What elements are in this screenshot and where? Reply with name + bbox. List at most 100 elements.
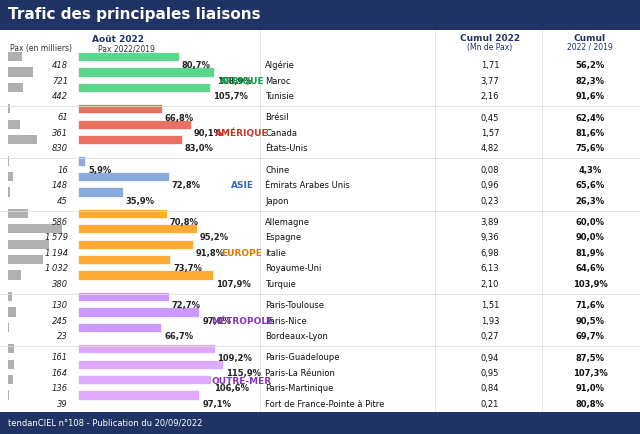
Text: Italie: Italie	[265, 249, 286, 258]
Text: 130: 130	[52, 301, 68, 310]
Text: Chine: Chine	[265, 166, 289, 175]
Text: 45: 45	[57, 197, 68, 206]
Bar	[78, 240, 193, 249]
Text: 6,98: 6,98	[481, 249, 499, 258]
Bar	[78, 224, 197, 233]
Text: 91,0%: 91,0%	[575, 385, 605, 393]
Text: 80,8%: 80,8%	[575, 400, 604, 409]
Text: 148: 148	[52, 181, 68, 190]
Text: 62,4%: 62,4%	[575, 114, 605, 122]
Text: 109,2%: 109,2%	[218, 354, 252, 362]
Bar	[78, 187, 123, 197]
Text: Algérie: Algérie	[265, 61, 295, 70]
Text: (Mn de Pax): (Mn de Pax)	[467, 43, 513, 52]
Text: tendanCIEL n°108 - Publication du 20/09/2022: tendanCIEL n°108 - Publication du 20/09/…	[8, 418, 202, 427]
Text: Fort de France-Pointe à Pitre: Fort de France-Pointe à Pitre	[265, 400, 385, 409]
Text: 26,3%: 26,3%	[575, 197, 605, 206]
Text: 97,1%: 97,1%	[202, 400, 232, 409]
Bar	[8, 375, 13, 384]
Bar	[8, 172, 13, 181]
Text: 107,3%: 107,3%	[573, 369, 607, 378]
Text: ASIE: ASIE	[230, 181, 253, 190]
Bar	[8, 224, 62, 233]
Text: 161: 161	[52, 354, 68, 362]
Text: 0,84: 0,84	[481, 385, 499, 393]
Text: 70,8%: 70,8%	[170, 218, 198, 227]
Bar	[78, 344, 214, 353]
Text: Pax (en milliers): Pax (en milliers)	[10, 44, 72, 53]
Text: 418: 418	[52, 61, 68, 70]
Bar	[8, 119, 20, 129]
Text: Août 2022: Août 2022	[92, 35, 144, 44]
Text: 23: 23	[57, 332, 68, 341]
Bar	[78, 255, 170, 264]
Text: 91,6%: 91,6%	[575, 92, 605, 101]
Bar	[78, 135, 182, 144]
Text: 115,9%: 115,9%	[226, 369, 261, 378]
Text: 0,94: 0,94	[481, 354, 499, 362]
Text: 87,5%: 87,5%	[575, 354, 605, 362]
Bar	[8, 67, 33, 76]
Text: Trafic des principales liaisons: Trafic des principales liaisons	[8, 7, 260, 23]
Text: États-Unis: États-Unis	[265, 145, 307, 153]
Text: 136: 136	[52, 385, 68, 393]
Text: OUTRE-MER: OUTRE-MER	[212, 377, 272, 386]
Text: 4,3%: 4,3%	[579, 166, 602, 175]
Bar	[78, 375, 211, 384]
Text: 0,08: 0,08	[481, 166, 499, 175]
Text: 0,45: 0,45	[481, 114, 499, 122]
Text: Émirats Arabes Unis: Émirats Arabes Unis	[265, 181, 350, 190]
Bar	[78, 307, 199, 316]
Text: Allemagne: Allemagne	[265, 218, 310, 227]
Text: 83,0%: 83,0%	[185, 145, 214, 153]
Text: 830: 830	[52, 145, 68, 153]
Text: Paris-Guadeloupe: Paris-Guadeloupe	[265, 354, 339, 362]
Text: Pax 2022/2019: Pax 2022/2019	[98, 44, 155, 53]
Bar	[8, 104, 10, 113]
Text: 1,51: 1,51	[481, 301, 499, 310]
Bar	[8, 52, 22, 61]
Bar	[78, 67, 214, 76]
Bar	[8, 209, 28, 218]
Text: 361: 361	[52, 129, 68, 138]
Bar	[78, 172, 169, 181]
Text: Bordeaux-Lyon: Bordeaux-Lyon	[265, 332, 328, 341]
Text: 0,95: 0,95	[481, 369, 499, 378]
Text: 72,8%: 72,8%	[172, 181, 201, 190]
Text: EUROPE: EUROPE	[221, 249, 262, 258]
Text: 97,0%: 97,0%	[202, 317, 231, 326]
Text: Cumul: Cumul	[574, 34, 606, 43]
Text: Paris-La Réunion: Paris-La Réunion	[265, 369, 335, 378]
Text: AMÉRIQUE: AMÉRIQUE	[215, 128, 269, 138]
Text: Japon: Japon	[265, 197, 289, 206]
Bar	[8, 391, 10, 400]
Text: 9,36: 9,36	[481, 233, 499, 243]
Text: 90,1%: 90,1%	[194, 129, 223, 138]
Text: 4,82: 4,82	[481, 145, 499, 153]
Bar	[78, 83, 210, 92]
Bar	[8, 240, 49, 249]
Text: Paris-Martinique: Paris-Martinique	[265, 385, 333, 393]
Bar	[78, 359, 223, 369]
Text: 1 032: 1 032	[45, 264, 68, 273]
Text: 380: 380	[52, 280, 68, 289]
Text: 1,71: 1,71	[481, 61, 499, 70]
Text: 90,0%: 90,0%	[575, 233, 604, 243]
Bar	[8, 135, 36, 144]
Text: 73,7%: 73,7%	[173, 264, 202, 273]
Text: 61: 61	[57, 114, 68, 122]
Text: 35,9%: 35,9%	[126, 197, 155, 206]
Text: 245: 245	[52, 317, 68, 326]
Text: Cumul 2022: Cumul 2022	[460, 34, 520, 43]
Text: Turquie: Turquie	[265, 280, 296, 289]
Text: 106,6%: 106,6%	[214, 385, 249, 393]
Text: 16: 16	[57, 166, 68, 175]
Text: 56,2%: 56,2%	[575, 61, 605, 70]
Text: 0,21: 0,21	[481, 400, 499, 409]
Text: 66,8%: 66,8%	[164, 114, 194, 122]
Text: 5,9%: 5,9%	[88, 166, 111, 175]
Text: 721: 721	[52, 77, 68, 85]
Bar	[78, 391, 200, 400]
Text: 105,7%: 105,7%	[213, 92, 248, 101]
Text: Tunisie: Tunisie	[265, 92, 294, 101]
